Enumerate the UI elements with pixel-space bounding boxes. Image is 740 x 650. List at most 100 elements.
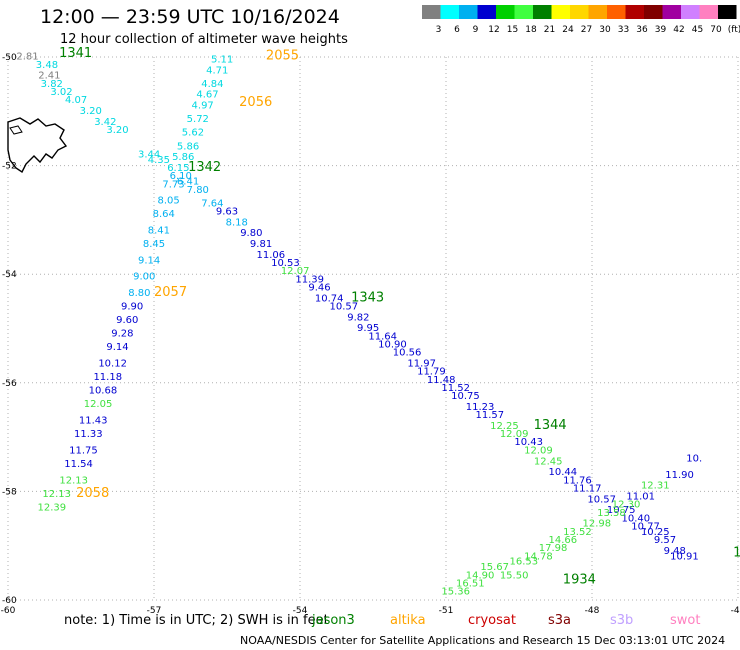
swh-value: 11.17	[573, 483, 602, 494]
swh-value: 17.98	[539, 543, 568, 554]
swh-value: 12.45	[534, 456, 563, 467]
swh-value: 9.46	[308, 282, 330, 293]
swh-value: 11.57	[475, 410, 504, 421]
footer-credit: NOAA/NESDIS Center for Satellite Applica…	[240, 634, 726, 647]
swh-value: 10.57	[329, 301, 358, 312]
colorbar-swatch	[607, 5, 626, 19]
colorbar-swatch	[644, 5, 663, 19]
track-time-label: 1.	[733, 546, 740, 561]
legend-s3b: s3b	[610, 613, 634, 628]
x-tick-label: -48	[585, 606, 600, 616]
swh-value: 12.13	[59, 475, 88, 486]
colorbar-swatch	[496, 5, 515, 19]
colorbar-swatch	[422, 5, 441, 19]
swh-value: 3.20	[106, 125, 128, 136]
swh-value: 12.05	[84, 399, 113, 410]
swh-value: 8.45	[143, 239, 165, 250]
note-text: note: 1) Time is in UTC; 2) SWH is in fe…	[64, 613, 329, 628]
swh-value: 9.90	[121, 301, 143, 312]
swh-value: 7.73	[162, 179, 184, 190]
legend-cryosat: cryosat	[468, 613, 516, 628]
swh-value: 10.74	[315, 293, 344, 304]
swh-value: 3.44	[138, 149, 160, 160]
colorbar-label: 42	[673, 25, 684, 35]
track-time-label: 2057	[154, 285, 187, 300]
swh-value: 9.14	[138, 255, 160, 266]
swh-value: 13.52	[563, 527, 592, 538]
swh-value: 6.15	[167, 163, 189, 174]
swh-value: 10.	[686, 454, 702, 465]
legend-swot: swot	[670, 613, 701, 628]
y-tick-label: -54	[2, 270, 17, 280]
swh-value: 10.91	[670, 551, 699, 562]
colorbar-label: 27	[581, 25, 592, 35]
x-tick-label: -45	[731, 606, 740, 616]
swh-value: 10.75	[451, 391, 480, 402]
swh-value: 8.80	[128, 288, 150, 299]
swh-value: 9.95	[357, 323, 379, 334]
x-tick-label: -57	[147, 606, 162, 616]
x-tick-label: -60	[1, 606, 16, 616]
swh-value: 12.07	[281, 266, 310, 277]
track-time-label: 2058	[76, 486, 109, 501]
swh-value: 11.23	[466, 402, 495, 413]
coastline	[7, 117, 68, 174]
swh-value: 11.43	[79, 416, 108, 427]
swh-value: 5.86	[172, 152, 194, 163]
track-time-label: 1934	[563, 573, 596, 588]
swh-value: 3.48	[36, 60, 58, 71]
legend-altika: altika	[390, 613, 426, 628]
swh-value: 7.80	[187, 185, 209, 196]
swh-value: 8.64	[153, 209, 175, 220]
colorbar-swatch	[514, 5, 533, 19]
colorbar-label: 70	[710, 25, 722, 35]
colorbar-label: 15	[507, 25, 518, 35]
swh-value: 11.48	[427, 375, 456, 386]
swh-value: 10.57	[587, 494, 616, 505]
swh-value: 12.25	[490, 421, 519, 432]
chart-title: 12:00 — 23:59 UTC 10/16/2024	[40, 6, 340, 28]
swh-value: 10.25	[641, 527, 670, 538]
y-tick-label: -58	[2, 487, 17, 497]
swh-value: 6.41	[177, 177, 199, 188]
swh-value: 10.75	[607, 505, 636, 516]
swh-value: 11.79	[417, 367, 446, 378]
swh-value: 16.51	[456, 578, 485, 589]
swh-value: 4.35	[148, 155, 170, 166]
swh-value: 9.57	[654, 535, 676, 546]
legend-jason3: jason3	[312, 613, 355, 628]
track-time-label: 2056	[239, 95, 272, 110]
colorbar-swatch	[699, 5, 718, 19]
color-legend: 3 6 9 12 15 18 21 24 27 30 33 36 39 42 45 70 (ft)	[422, 5, 740, 35]
swh-value: 12.09	[500, 429, 529, 440]
swh-value: 2.81	[16, 52, 38, 63]
swh-value: 4.67	[196, 90, 218, 101]
swh-value: 9.48	[664, 546, 686, 557]
swh-value: 11.01	[626, 492, 655, 503]
coastline-island	[9, 125, 23, 135]
colorbar-label: 36	[636, 25, 648, 35]
colorbar-label: (ft)	[728, 25, 740, 35]
colorbar-swatch	[588, 5, 607, 19]
swh-value: 10.77	[631, 521, 660, 532]
swh-value: 9.60	[116, 315, 138, 326]
swh-value: 11.54	[64, 459, 93, 470]
swh-value: 15.67	[480, 562, 509, 573]
track-time-label: 1342	[188, 160, 221, 175]
swh-value: 11.06	[256, 250, 285, 261]
colorbar-swatch	[662, 5, 681, 19]
swh-value: 10.12	[98, 359, 127, 370]
swh-value: 12.31	[641, 481, 670, 492]
colorbar-label: 6	[454, 25, 460, 35]
colorbar-label: 39	[655, 25, 667, 35]
swh-value: 10.40	[621, 513, 650, 524]
swh-value: 10.43	[514, 437, 543, 448]
swh-value: 10.53	[271, 258, 300, 269]
swh-value: 11.52	[441, 383, 470, 394]
colorbar-label: 21	[544, 25, 555, 35]
colorbar-label: 45	[692, 25, 703, 35]
swh-value: 3.82	[41, 79, 63, 90]
swh-value: 12.13	[42, 489, 71, 500]
colorbar-swatch	[570, 5, 589, 19]
colorbar-label: 18	[525, 25, 537, 35]
